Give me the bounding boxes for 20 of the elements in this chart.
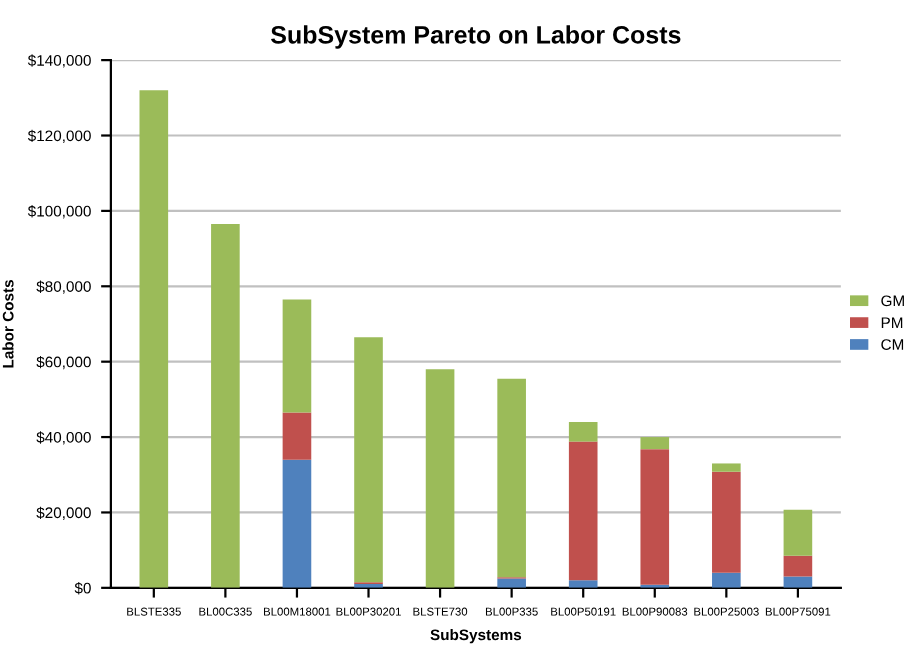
bar bbox=[354, 337, 383, 583]
bar bbox=[282, 459, 312, 588]
bar bbox=[783, 555, 813, 577]
bar bbox=[640, 449, 670, 585]
bar bbox=[568, 580, 598, 588]
chart-title: SubSystem Pareto on Labor Costs bbox=[270, 25, 681, 49]
bar bbox=[568, 421, 598, 442]
bar bbox=[712, 463, 741, 472]
bar bbox=[139, 90, 169, 588]
bar bbox=[497, 578, 526, 588]
bar bbox=[568, 441, 598, 581]
bar bbox=[282, 299, 312, 413]
bar bbox=[211, 224, 240, 588]
bar bbox=[783, 509, 813, 556]
bar bbox=[712, 471, 741, 573]
bar bbox=[640, 437, 670, 450]
bar bbox=[425, 369, 455, 588]
bar bbox=[282, 412, 312, 460]
bar bbox=[712, 572, 741, 588]
bar bbox=[497, 378, 526, 578]
